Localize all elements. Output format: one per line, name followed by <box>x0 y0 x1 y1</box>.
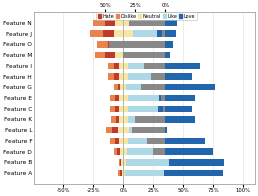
Bar <box>163 148 213 155</box>
Bar <box>132 52 153 58</box>
Bar <box>112 127 118 133</box>
Bar <box>115 20 132 26</box>
Bar <box>119 105 128 112</box>
Bar <box>108 63 114 69</box>
Bar <box>128 105 158 112</box>
Bar <box>129 127 148 133</box>
Bar <box>157 31 176 37</box>
Bar <box>127 148 163 155</box>
Bar <box>132 20 153 26</box>
Bar <box>118 84 120 91</box>
Bar <box>95 52 106 58</box>
Bar <box>125 170 164 176</box>
Bar <box>121 159 126 165</box>
Bar <box>118 170 120 176</box>
Bar <box>110 138 115 144</box>
Bar <box>106 52 115 58</box>
Bar <box>114 63 119 69</box>
Bar <box>114 31 133 37</box>
Bar <box>117 148 120 155</box>
Bar <box>90 31 103 37</box>
Bar <box>106 127 112 133</box>
Bar <box>115 138 119 144</box>
Bar <box>115 41 132 48</box>
Bar <box>108 73 115 80</box>
Bar <box>165 84 215 91</box>
Bar <box>162 31 165 37</box>
Bar <box>119 159 120 165</box>
Bar <box>147 138 165 144</box>
Bar <box>119 73 128 80</box>
Bar <box>158 105 192 112</box>
Bar <box>128 138 162 144</box>
Bar <box>153 52 170 58</box>
Bar <box>162 138 205 144</box>
Bar <box>119 116 128 123</box>
Bar <box>141 84 165 91</box>
Legend: Hate, Dislike, Neutral, Like, Love: Hate, Dislike, Neutral, Like, Love <box>96 12 197 20</box>
Bar <box>132 41 153 48</box>
Bar <box>120 84 126 91</box>
Bar <box>119 95 128 101</box>
Bar <box>153 148 165 155</box>
Bar <box>97 41 108 48</box>
Bar <box>153 20 177 26</box>
Bar <box>120 170 122 176</box>
Bar <box>135 116 165 123</box>
Bar <box>163 105 165 112</box>
Bar <box>126 159 169 165</box>
Bar <box>118 127 129 133</box>
Bar <box>108 41 115 48</box>
Bar <box>159 95 195 101</box>
Bar <box>156 116 195 123</box>
Bar <box>109 41 165 48</box>
Bar <box>119 63 128 69</box>
Bar <box>110 95 115 101</box>
Bar <box>164 170 223 176</box>
Bar <box>128 116 156 123</box>
Bar <box>148 127 167 133</box>
Bar <box>115 95 119 101</box>
Bar <box>115 84 118 91</box>
Bar <box>122 170 125 176</box>
Bar <box>119 138 128 144</box>
Bar <box>103 31 114 37</box>
Bar <box>115 52 132 58</box>
Bar <box>110 105 115 112</box>
Bar <box>132 127 165 133</box>
Bar <box>126 84 165 91</box>
Bar <box>128 63 162 69</box>
Bar <box>116 116 119 123</box>
Bar <box>93 20 106 26</box>
Bar <box>115 105 119 112</box>
Bar <box>162 63 200 69</box>
Bar <box>169 159 224 165</box>
Bar <box>151 73 165 80</box>
Bar <box>106 20 115 26</box>
Bar <box>153 41 173 48</box>
Bar <box>130 20 165 26</box>
Bar <box>144 63 165 69</box>
Bar <box>115 73 119 80</box>
Bar <box>111 116 116 123</box>
Bar <box>133 31 157 37</box>
Bar <box>123 52 165 58</box>
Bar <box>128 95 159 101</box>
Bar <box>128 73 159 80</box>
Bar <box>120 159 121 165</box>
Bar <box>159 73 192 80</box>
Bar <box>160 95 165 101</box>
Bar <box>114 148 117 155</box>
Bar <box>120 148 127 155</box>
